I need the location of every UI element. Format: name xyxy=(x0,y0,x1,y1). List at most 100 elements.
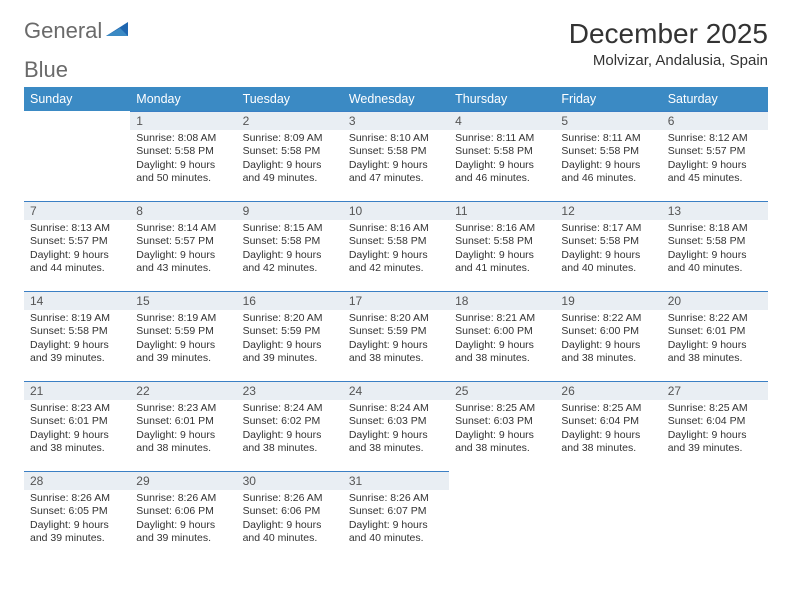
calendar-cell: 28Sunrise: 8:26 AMSunset: 6:05 PMDayligh… xyxy=(24,471,130,561)
day-details: Sunrise: 8:24 AMSunset: 6:02 PMDaylight:… xyxy=(237,400,343,462)
calendar-cell: 27Sunrise: 8:25 AMSunset: 6:04 PMDayligh… xyxy=(662,381,768,471)
day-number: 2 xyxy=(237,112,343,130)
page-title: December 2025 xyxy=(569,18,768,50)
calendar-cell: 23Sunrise: 8:24 AMSunset: 6:02 PMDayligh… xyxy=(237,381,343,471)
calendar-cell: 10Sunrise: 8:16 AMSunset: 5:58 PMDayligh… xyxy=(343,201,449,291)
calendar-cell: 17Sunrise: 8:20 AMSunset: 5:59 PMDayligh… xyxy=(343,291,449,381)
day-details: Sunrise: 8:25 AMSunset: 6:04 PMDaylight:… xyxy=(662,400,768,462)
day-details: Sunrise: 8:11 AMSunset: 5:58 PMDaylight:… xyxy=(449,130,555,192)
day-details: Sunrise: 8:16 AMSunset: 5:58 PMDaylight:… xyxy=(343,220,449,282)
day-details: Sunrise: 8:17 AMSunset: 5:58 PMDaylight:… xyxy=(555,220,661,282)
day-details: Sunrise: 8:12 AMSunset: 5:57 PMDaylight:… xyxy=(662,130,768,192)
day-number: 13 xyxy=(662,202,768,220)
calendar-cell-empty xyxy=(662,471,768,561)
day-details: Sunrise: 8:26 AMSunset: 6:05 PMDaylight:… xyxy=(24,490,130,552)
day-details: Sunrise: 8:11 AMSunset: 5:58 PMDaylight:… xyxy=(555,130,661,192)
day-details: Sunrise: 8:16 AMSunset: 5:58 PMDaylight:… xyxy=(449,220,555,282)
calendar-cell: 19Sunrise: 8:22 AMSunset: 6:00 PMDayligh… xyxy=(555,291,661,381)
weekday-header: Thursday xyxy=(449,87,555,111)
calendar-cell: 12Sunrise: 8:17 AMSunset: 5:58 PMDayligh… xyxy=(555,201,661,291)
day-details: Sunrise: 8:08 AMSunset: 5:58 PMDaylight:… xyxy=(130,130,236,192)
calendar-cell: 6Sunrise: 8:12 AMSunset: 5:57 PMDaylight… xyxy=(662,111,768,201)
calendar-cell: 2Sunrise: 8:09 AMSunset: 5:58 PMDaylight… xyxy=(237,111,343,201)
day-number: 22 xyxy=(130,382,236,400)
day-details: Sunrise: 8:23 AMSunset: 6:01 PMDaylight:… xyxy=(24,400,130,462)
calendar-cell: 18Sunrise: 8:21 AMSunset: 6:00 PMDayligh… xyxy=(449,291,555,381)
day-number: 14 xyxy=(24,292,130,310)
calendar-table: SundayMondayTuesdayWednesdayThursdayFrid… xyxy=(24,87,768,561)
day-number: 19 xyxy=(555,292,661,310)
day-details: Sunrise: 8:23 AMSunset: 6:01 PMDaylight:… xyxy=(130,400,236,462)
day-details: Sunrise: 8:15 AMSunset: 5:58 PMDaylight:… xyxy=(237,220,343,282)
calendar-cell: 15Sunrise: 8:19 AMSunset: 5:59 PMDayligh… xyxy=(130,291,236,381)
calendar-cell: 16Sunrise: 8:20 AMSunset: 5:59 PMDayligh… xyxy=(237,291,343,381)
calendar-cell: 3Sunrise: 8:10 AMSunset: 5:58 PMDaylight… xyxy=(343,111,449,201)
day-number: 9 xyxy=(237,202,343,220)
day-number: 20 xyxy=(662,292,768,310)
day-number: 23 xyxy=(237,382,343,400)
calendar-cell: 21Sunrise: 8:23 AMSunset: 6:01 PMDayligh… xyxy=(24,381,130,471)
day-number: 3 xyxy=(343,112,449,130)
day-details: Sunrise: 8:13 AMSunset: 5:57 PMDaylight:… xyxy=(24,220,130,282)
calendar-cell: 31Sunrise: 8:26 AMSunset: 6:07 PMDayligh… xyxy=(343,471,449,561)
weekday-header: Saturday xyxy=(662,87,768,111)
day-details: Sunrise: 8:20 AMSunset: 5:59 PMDaylight:… xyxy=(237,310,343,372)
brand-name-part1: General xyxy=(24,18,102,44)
day-number: 6 xyxy=(662,112,768,130)
day-details: Sunrise: 8:10 AMSunset: 5:58 PMDaylight:… xyxy=(343,130,449,192)
day-details: Sunrise: 8:14 AMSunset: 5:57 PMDaylight:… xyxy=(130,220,236,282)
weekday-header-row: SundayMondayTuesdayWednesdayThursdayFrid… xyxy=(24,87,768,111)
day-number: 24 xyxy=(343,382,449,400)
calendar-body: 1Sunrise: 8:08 AMSunset: 5:58 PMDaylight… xyxy=(24,111,768,561)
calendar-row: 14Sunrise: 8:19 AMSunset: 5:58 PMDayligh… xyxy=(24,291,768,381)
day-details: Sunrise: 8:22 AMSunset: 6:00 PMDaylight:… xyxy=(555,310,661,372)
calendar-row: 28Sunrise: 8:26 AMSunset: 6:05 PMDayligh… xyxy=(24,471,768,561)
location-subtitle: Molvizar, Andalusia, Spain xyxy=(569,52,768,69)
day-number: 17 xyxy=(343,292,449,310)
day-number: 18 xyxy=(449,292,555,310)
day-details: Sunrise: 8:19 AMSunset: 5:58 PMDaylight:… xyxy=(24,310,130,372)
day-number: 5 xyxy=(555,112,661,130)
day-details: Sunrise: 8:24 AMSunset: 6:03 PMDaylight:… xyxy=(343,400,449,462)
calendar-row: 7Sunrise: 8:13 AMSunset: 5:57 PMDaylight… xyxy=(24,201,768,291)
calendar-cell-empty xyxy=(449,471,555,561)
calendar-cell-empty xyxy=(555,471,661,561)
day-number: 28 xyxy=(24,472,130,490)
day-details: Sunrise: 8:25 AMSunset: 6:04 PMDaylight:… xyxy=(555,400,661,462)
calendar-cell: 8Sunrise: 8:14 AMSunset: 5:57 PMDaylight… xyxy=(130,201,236,291)
day-details: Sunrise: 8:26 AMSunset: 6:06 PMDaylight:… xyxy=(237,490,343,552)
day-details: Sunrise: 8:26 AMSunset: 6:07 PMDaylight:… xyxy=(343,490,449,552)
weekday-header: Wednesday xyxy=(343,87,449,111)
weekday-header: Monday xyxy=(130,87,236,111)
calendar-cell: 22Sunrise: 8:23 AMSunset: 6:01 PMDayligh… xyxy=(130,381,236,471)
calendar-cell: 26Sunrise: 8:25 AMSunset: 6:04 PMDayligh… xyxy=(555,381,661,471)
brand-name-part2: Blue xyxy=(24,57,68,83)
day-details: Sunrise: 8:19 AMSunset: 5:59 PMDaylight:… xyxy=(130,310,236,372)
calendar-cell: 1Sunrise: 8:08 AMSunset: 5:58 PMDaylight… xyxy=(130,111,236,201)
day-number: 7 xyxy=(24,202,130,220)
brand-triangle-icon xyxy=(106,20,130,43)
brand-logo: General xyxy=(24,18,132,44)
calendar-cell: 11Sunrise: 8:16 AMSunset: 5:58 PMDayligh… xyxy=(449,201,555,291)
calendar-cell: 13Sunrise: 8:18 AMSunset: 5:58 PMDayligh… xyxy=(662,201,768,291)
day-number: 12 xyxy=(555,202,661,220)
day-details: Sunrise: 8:25 AMSunset: 6:03 PMDaylight:… xyxy=(449,400,555,462)
day-details: Sunrise: 8:21 AMSunset: 6:00 PMDaylight:… xyxy=(449,310,555,372)
day-details: Sunrise: 8:18 AMSunset: 5:58 PMDaylight:… xyxy=(662,220,768,282)
calendar-cell: 24Sunrise: 8:24 AMSunset: 6:03 PMDayligh… xyxy=(343,381,449,471)
day-number: 8 xyxy=(130,202,236,220)
day-details: Sunrise: 8:09 AMSunset: 5:58 PMDaylight:… xyxy=(237,130,343,192)
day-number: 10 xyxy=(343,202,449,220)
weekday-header: Sunday xyxy=(24,87,130,111)
day-number: 26 xyxy=(555,382,661,400)
day-number: 4 xyxy=(449,112,555,130)
calendar-cell: 4Sunrise: 8:11 AMSunset: 5:58 PMDaylight… xyxy=(449,111,555,201)
calendar-cell: 20Sunrise: 8:22 AMSunset: 6:01 PMDayligh… xyxy=(662,291,768,381)
day-details: Sunrise: 8:26 AMSunset: 6:06 PMDaylight:… xyxy=(130,490,236,552)
day-number: 15 xyxy=(130,292,236,310)
calendar-row: 21Sunrise: 8:23 AMSunset: 6:01 PMDayligh… xyxy=(24,381,768,471)
calendar-cell: 5Sunrise: 8:11 AMSunset: 5:58 PMDaylight… xyxy=(555,111,661,201)
calendar-cell-empty xyxy=(24,111,130,201)
day-number: 31 xyxy=(343,472,449,490)
day-number: 25 xyxy=(449,382,555,400)
